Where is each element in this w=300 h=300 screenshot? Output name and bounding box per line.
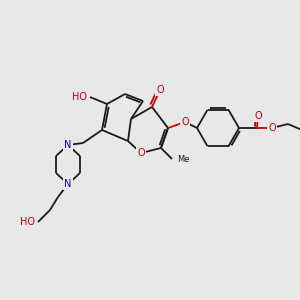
Text: O: O [137, 148, 145, 158]
Text: N: N [64, 179, 72, 189]
Text: O: O [254, 111, 262, 121]
Text: O: O [156, 85, 164, 95]
Text: O: O [181, 117, 189, 127]
Text: HO: HO [20, 217, 35, 227]
Text: N: N [64, 140, 72, 150]
Text: Me: Me [177, 154, 190, 164]
Text: HO: HO [72, 92, 87, 102]
Text: O: O [268, 123, 276, 133]
